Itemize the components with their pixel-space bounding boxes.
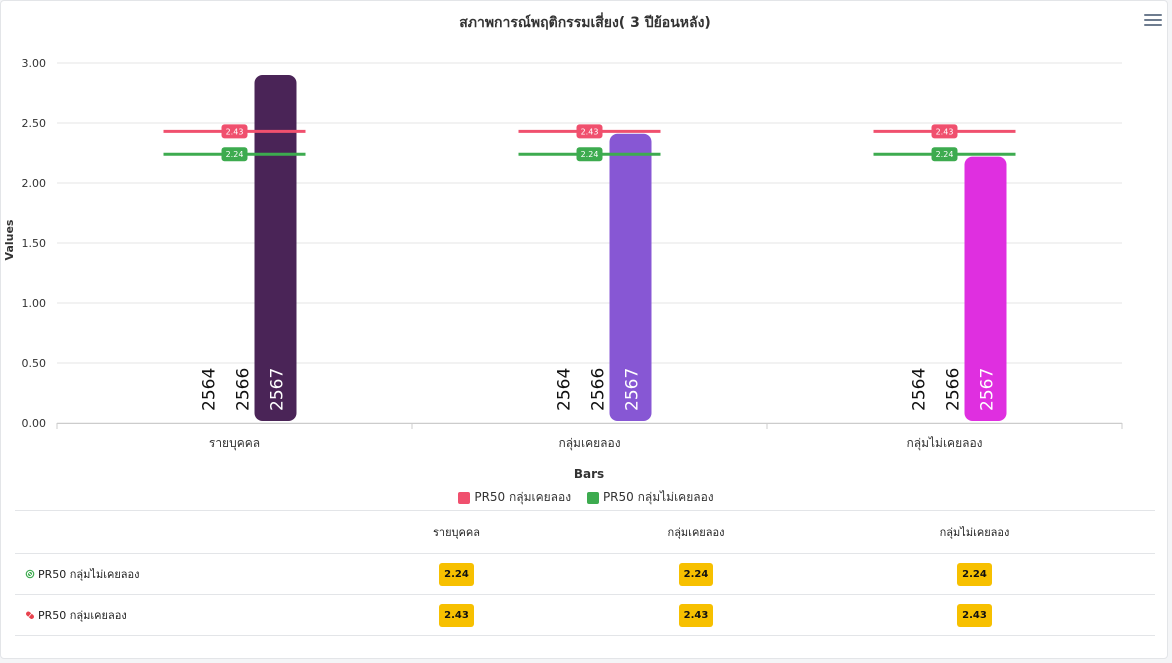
value-badge: 2.43: [439, 603, 474, 627]
table-cell: 2.43: [315, 594, 598, 636]
x-tick-label: กลุ่มไม่เคยลอง: [906, 436, 982, 451]
bar-series-label: 2567: [268, 368, 288, 411]
reference-line-badge: [576, 124, 603, 139]
y-tick-label: 3.00: [22, 57, 47, 70]
table-header: กลุ่มเคยลอง: [598, 510, 794, 554]
reference-line-badge: [931, 124, 958, 139]
table-header: รายบุคคล: [315, 510, 598, 554]
reference-line-label: 2.24: [936, 150, 954, 159]
table-header: [15, 510, 315, 554]
legend-label: PR50 กลุ่มไม่เคยลอง: [602, 490, 714, 504]
row-label-cell: PR50 กลุ่มไม่เคยลอง: [15, 553, 315, 595]
reference-line-label: 2.43: [936, 127, 954, 136]
value-badge: 2.43: [678, 603, 714, 627]
y-tick-label: 1.00: [22, 297, 47, 310]
bar: [254, 75, 297, 421]
x-tick-label: กลุ่มเคยลอง: [558, 436, 620, 451]
table-row: PR50 กลุ่มเคยลอง 2.43 2.43 2.43: [15, 594, 1155, 636]
reference-line-label: 2.24: [226, 150, 244, 159]
reference-line-badge: [931, 147, 958, 162]
pill-icon: [26, 611, 34, 619]
reference-line-label: 2.24: [581, 150, 599, 159]
bar-series-label: 2567: [978, 368, 998, 411]
legend-swatch-green: [586, 491, 599, 504]
y-tick-label: 2.00: [22, 177, 47, 190]
table-header: กลุ่มไม่เคยลอง: [794, 510, 1155, 554]
legend-label: PR50 กลุ่มเคยลอง: [474, 490, 572, 504]
x-axis-title: Bars: [574, 467, 604, 480]
bar-series-label: 2566: [234, 368, 254, 411]
reference-line-badge: [221, 124, 248, 139]
value-badge: 2.24: [678, 562, 714, 586]
bar: [964, 156, 1007, 421]
reference-line-badge: [576, 147, 603, 162]
no-drug-icon: [25, 569, 35, 579]
legend: PR50 กลุ่มเคยลอง PR50 กลุ่มไม่เคยลอง: [0, 488, 1172, 507]
row-label: PR50 กลุ่มเคยลอง: [38, 609, 127, 622]
legend-item-pr50-never-tried[interactable]: PR50 กลุ่มไม่เคยลอง: [586, 488, 714, 507]
y-tick-label: 1.50: [22, 237, 47, 250]
row-label: PR50 กลุ่มไม่เคยลอง: [38, 568, 140, 581]
summary-table: รายบุคคล กลุ่มเคยลอง กลุ่มไม่เคยลอง PR50…: [15, 510, 1155, 636]
bar-series-label: 2566: [589, 368, 609, 411]
bar-series-label: 2567: [623, 368, 643, 411]
table-cell: 2.43: [598, 594, 794, 636]
reference-line-label: 2.43: [581, 127, 599, 136]
y-tick-label: 2.50: [22, 117, 47, 130]
bar-series-label: 2564: [910, 368, 930, 411]
value-badge: 2.24: [957, 562, 992, 586]
y-tick-label: 0.50: [22, 357, 47, 370]
x-tick-label: รายบุคคล: [209, 436, 260, 451]
menu-icon[interactable]: [1144, 14, 1162, 28]
legend-swatch-red: [458, 491, 471, 504]
chart-title: สภาพการณ์พฤติกรรมเสี่ยง( 3 ปีย้อนหลัง): [459, 12, 711, 31]
table-row: PR50 กลุ่มไม่เคยลอง 2.24 2.24 2.24: [15, 553, 1155, 595]
value-badge: 2.24: [439, 562, 474, 586]
bar-series-label: 2564: [200, 368, 220, 411]
bar-series-label: 2566: [944, 368, 964, 411]
legend-item-pr50-tried[interactable]: PR50 กลุ่มเคยลอง: [458, 488, 571, 507]
value-badge: 2.43: [957, 603, 992, 627]
row-label-cell: PR50 กลุ่มเคยลอง: [15, 594, 315, 636]
y-axis-title: Values: [3, 219, 16, 260]
y-tick-label: 0.00: [22, 417, 47, 430]
table-header-row: รายบุคคล กลุ่มเคยลอง กลุ่มไม่เคยลอง: [15, 510, 1155, 554]
table-cell: 2.24: [598, 553, 794, 595]
chart: สภาพการณ์พฤติกรรมเสี่ยง( 3 ปีย้อนหลัง) 0…: [3, 12, 1123, 480]
table-cell: 2.43: [794, 594, 1155, 636]
bar-series-label: 2564: [555, 368, 575, 411]
reference-line-badge: [221, 147, 248, 162]
table-cell: 2.24: [794, 553, 1155, 595]
table-cell: 2.24: [315, 553, 598, 595]
bar: [609, 133, 652, 422]
reference-line-label: 2.43: [226, 127, 244, 136]
